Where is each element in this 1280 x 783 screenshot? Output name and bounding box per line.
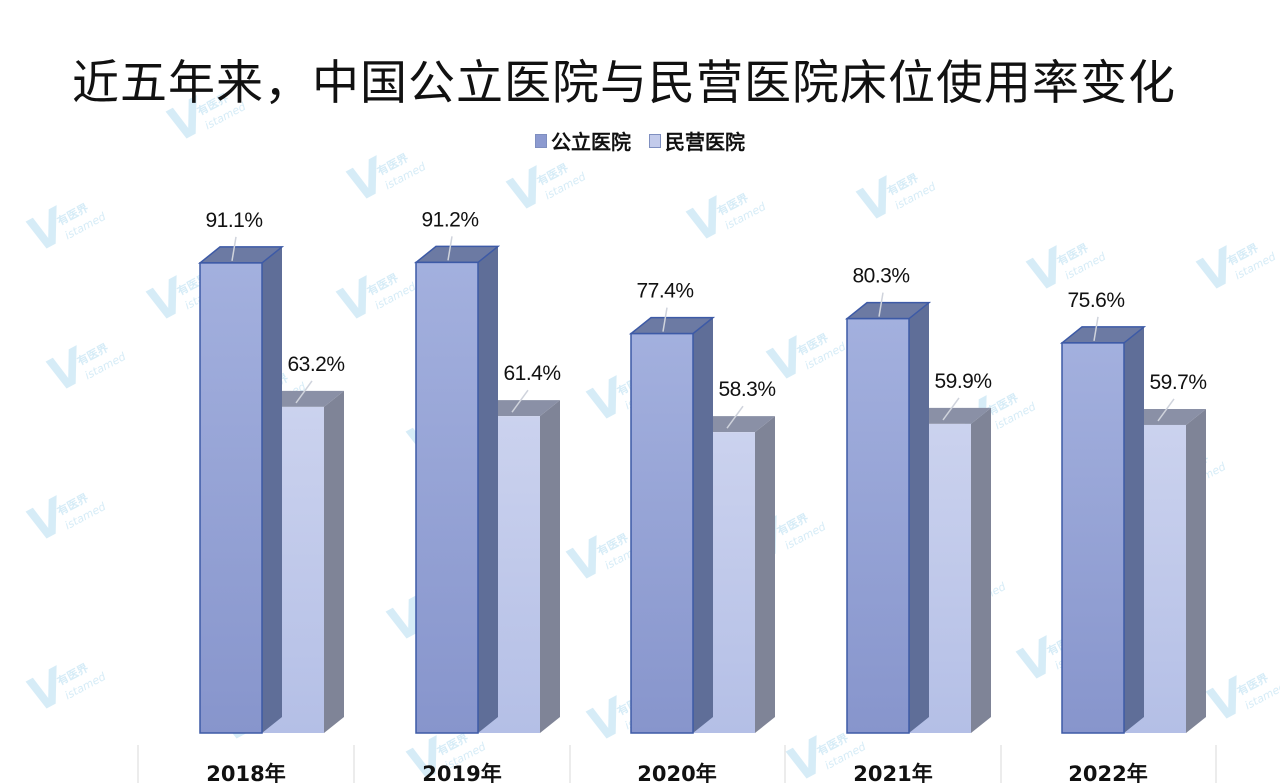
category-label: 2020年: [637, 762, 716, 783]
data-label-public: 91.2%: [421, 208, 478, 231]
category-separators: [137, 745, 1217, 783]
data-label-public: 75.6%: [1067, 289, 1124, 312]
legend-label-public: 公立医院: [551, 130, 631, 154]
category-label: 2019年: [422, 762, 501, 783]
bar-public-2021年: [844, 301, 932, 734]
data-label-private: 61.4%: [503, 362, 560, 385]
data-label-public: 91.1%: [205, 209, 262, 232]
legend-item-public: 公立医院: [535, 126, 631, 155]
chart-title: 近五年来，中国公立医院与民营医院床位使用率变化: [72, 56, 1176, 111]
category-label: 2021年: [853, 762, 932, 783]
data-label-public: 80.3%: [852, 265, 909, 288]
data-label-private: 58.3%: [718, 378, 775, 401]
data-label-private: 63.2%: [287, 353, 344, 376]
legend-swatch-private: [649, 133, 661, 148]
bar-public-2018年: [197, 246, 285, 734]
bar-public-2020年: [628, 316, 716, 734]
bar-public-2019年: [413, 245, 501, 734]
legend-label-private: 民营医院: [665, 130, 745, 154]
legend-item-private: 民营医院: [649, 126, 745, 155]
bar-groups: 91.1% 63.2% 2018年 91.2% 61.4% 2019年 77.4% 58.3%…: [197, 208, 1207, 783]
legend: 公立医院 民营医院: [0, 126, 1280, 155]
category-label: 2018年: [206, 762, 285, 783]
data-label-public: 77.4%: [636, 280, 693, 303]
data-label-private: 59.9%: [934, 370, 991, 393]
bar-public-2022年: [1059, 326, 1147, 734]
data-label-private: 59.7%: [1149, 371, 1206, 394]
legend-swatch-public: [535, 133, 547, 148]
category-label: 2022年: [1068, 762, 1147, 783]
svg-text:V: V: [778, 727, 838, 783]
